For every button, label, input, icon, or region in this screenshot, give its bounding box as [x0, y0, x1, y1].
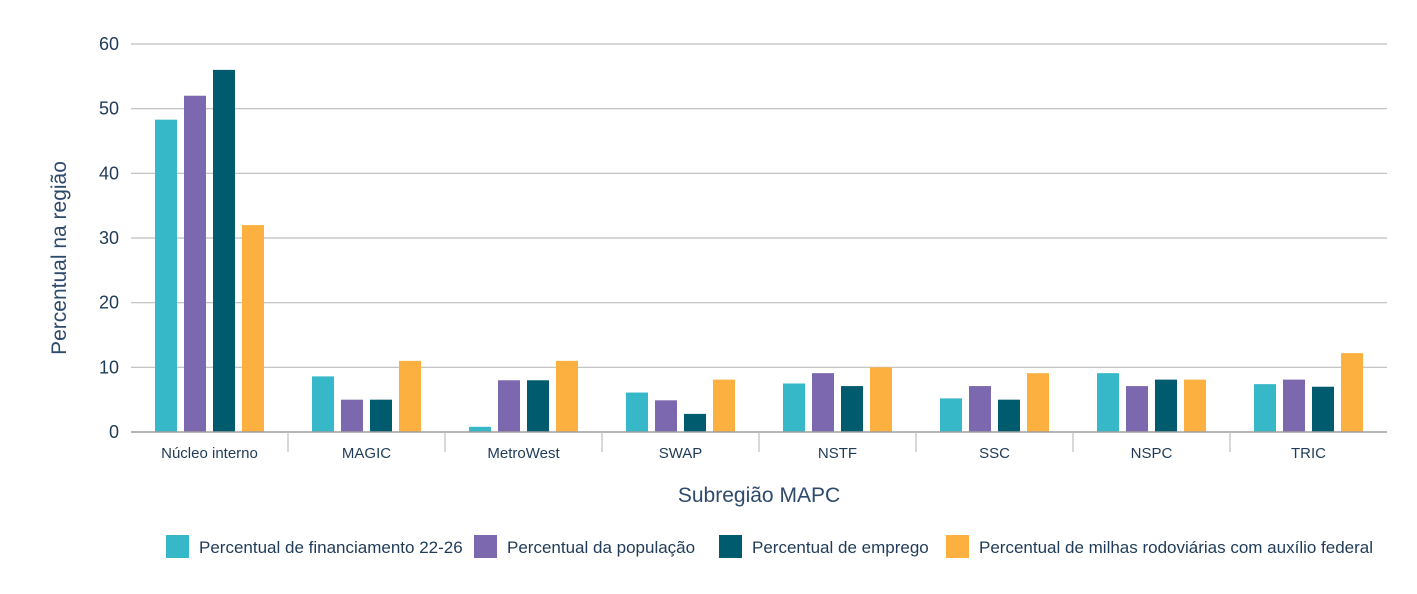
bar: [155, 119, 177, 432]
legend-swatch: [946, 535, 969, 558]
bar: [469, 426, 491, 432]
bar: [1184, 379, 1206, 432]
bar: [841, 386, 863, 432]
gridlines: [131, 43, 1387, 368]
x-tick-label: Núcleo interno: [161, 445, 258, 462]
bar: [998, 399, 1020, 432]
x-tick-label: SSC: [979, 445, 1010, 462]
bar: [783, 383, 805, 432]
bar: [1341, 353, 1363, 432]
legend-swatch: [166, 535, 189, 558]
bar: [556, 360, 578, 432]
x-tick-label: MetroWest: [487, 445, 560, 462]
bar: [399, 360, 421, 432]
y-tick-label: 40: [99, 163, 119, 183]
bar: [684, 413, 706, 432]
y-tick-label: 50: [99, 99, 119, 119]
bar: [870, 367, 892, 432]
y-tick-label: 30: [99, 228, 119, 248]
bar: [713, 379, 735, 432]
bar: [341, 399, 363, 432]
legend-label: Percentual de milhas rodoviárias com aux…: [979, 538, 1373, 557]
bar: [1126, 386, 1148, 432]
y-tick-label: 10: [99, 357, 119, 377]
x-tick-label: MAGIC: [342, 445, 391, 462]
bar: [242, 225, 264, 432]
bar: [527, 380, 549, 432]
x-tick-label: SWAP: [659, 445, 703, 462]
x-axis-title: Subregião MAPC: [678, 484, 840, 507]
x-tick-label: TRIC: [1291, 445, 1326, 462]
legend: Percentual de financiamento 22-26 Percent…: [166, 535, 1373, 558]
bar: [940, 398, 962, 432]
bar: [498, 380, 520, 432]
y-axis-title: Percentual na região: [48, 161, 71, 355]
bar: [1254, 384, 1276, 432]
bar: [969, 386, 991, 432]
x-tick-label: NSTF: [818, 445, 857, 462]
bars: [155, 69, 1363, 432]
bar: [1027, 373, 1049, 432]
bar: [184, 95, 206, 432]
bar: [1155, 379, 1177, 432]
y-tick-label: 20: [99, 293, 119, 313]
y-tick-label: 0: [109, 422, 119, 442]
legend-label: Percentual de financiamento 22-26: [199, 538, 463, 557]
bar: [812, 373, 834, 432]
bar: [655, 400, 677, 432]
legend-swatch: [719, 535, 742, 558]
legend-label: Percentual de emprego: [752, 538, 929, 557]
legend-swatch: [474, 535, 497, 558]
bar: [1097, 373, 1119, 432]
y-tick-label: 60: [99, 34, 119, 54]
x-tick-label: NSPC: [1131, 445, 1173, 462]
bar: [1312, 386, 1334, 432]
category-labels: Núcleo interno MAGIC MetroWest SWAP NSTF SSC N…: [161, 445, 1326, 462]
legend-label: Percentual da população: [507, 538, 695, 557]
bar: [1283, 379, 1305, 432]
y-axis-ticks: 0 10 20 30 40 50 60: [99, 34, 119, 442]
bar: [626, 392, 648, 432]
bar: [312, 376, 334, 432]
x-axis: [131, 431, 1387, 452]
bar: [370, 399, 392, 432]
bar: [213, 69, 235, 432]
